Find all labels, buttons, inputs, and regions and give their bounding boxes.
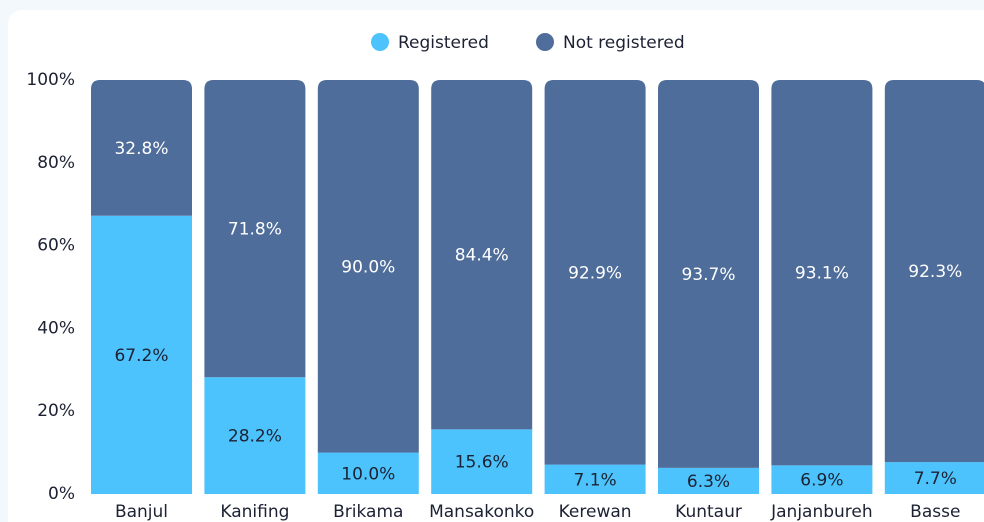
- bar-segment: [204, 80, 306, 378]
- bar-segment: [431, 80, 533, 430]
- data-label: 6.3%: [687, 472, 730, 492]
- x-tick-label: Kuntaur: [675, 502, 742, 522]
- y-tick-label: 0%: [48, 484, 75, 504]
- bar-segment: [204, 377, 306, 494]
- data-label: 90.0%: [341, 257, 395, 277]
- data-label: 10.0%: [341, 464, 395, 484]
- data-label: 7.1%: [573, 470, 616, 490]
- legend-label: Not registered: [563, 33, 685, 53]
- bar-segment: [91, 215, 192, 495]
- data-label: 67.2%: [114, 346, 168, 366]
- legend-swatch: [371, 33, 389, 51]
- x-tick-label: Janjanbureh: [770, 502, 873, 522]
- data-label: 6.9%: [800, 471, 843, 491]
- data-label: 93.1%: [795, 264, 849, 284]
- bar-segment: [431, 429, 533, 494]
- data-label: 92.3%: [908, 262, 962, 282]
- y-tick-label: 60%: [37, 236, 75, 256]
- data-label: 7.7%: [914, 469, 957, 489]
- bar-segment: [771, 80, 873, 466]
- bar-segment: [544, 80, 646, 465]
- bar-segment: [317, 452, 419, 494]
- data-label: 71.8%: [228, 220, 282, 240]
- y-tick-label: 100%: [26, 70, 75, 90]
- bar-segment: [658, 467, 759, 494]
- x-tick-label: Kanifing: [220, 502, 289, 522]
- data-label: 15.6%: [455, 453, 509, 473]
- data-label: 28.2%: [228, 427, 282, 447]
- bar-segment: [317, 80, 419, 453]
- y-tick-label: 80%: [37, 153, 75, 173]
- bar-segment: [884, 80, 984, 463]
- x-tick-label: Kerewan: [559, 502, 632, 522]
- x-tick-label: Mansakonko: [429, 502, 534, 522]
- data-label: 32.8%: [114, 139, 168, 159]
- legend-label: Registered: [398, 33, 489, 53]
- x-tick-label: Basse: [910, 502, 960, 522]
- bar-segment: [658, 80, 759, 468]
- bar-segment: [884, 462, 984, 494]
- x-tick-label: Banjul: [115, 502, 168, 522]
- bar-segment: [91, 80, 192, 216]
- legend-swatch: [536, 33, 554, 51]
- y-tick-label: 40%: [37, 318, 75, 338]
- data-label: 92.9%: [568, 263, 622, 283]
- data-label: 84.4%: [455, 246, 509, 266]
- bar-segment: [544, 464, 646, 494]
- data-label: 93.7%: [681, 265, 735, 285]
- bar-segment: [771, 465, 873, 494]
- y-tick-label: 20%: [37, 401, 75, 421]
- x-tick-label: Brikama: [333, 502, 403, 522]
